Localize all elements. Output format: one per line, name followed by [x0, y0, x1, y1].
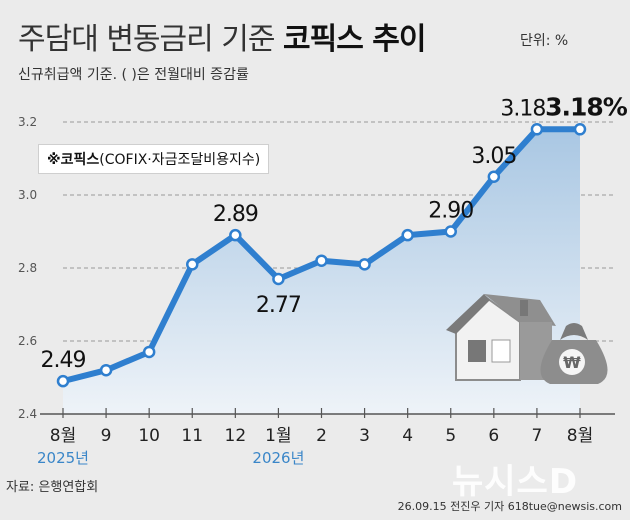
- x-axis-baseline: [40, 408, 615, 418]
- x-tick-label: 8월: [50, 426, 76, 446]
- legend-text: (COFIX·자금조달비용지수): [99, 152, 261, 168]
- y-tick-label: 2.4: [18, 407, 37, 421]
- data-label-5: 2.77: [256, 293, 301, 318]
- newsis-watermark: 뉴시스D: [452, 462, 579, 502]
- chart-subtitle: 신규취급액 기준. ( )은 전월대비 증감률: [18, 67, 249, 83]
- area-path: [63, 129, 580, 415]
- data-point-10: [487, 170, 501, 183]
- unit-label: 단위: %: [520, 33, 569, 49]
- data-point-5: [272, 272, 285, 286]
- data-label-0: 2.49: [41, 348, 86, 373]
- title-text: 주담대 변동금리 기준: [18, 22, 275, 57]
- x-tick-label: 3: [359, 426, 370, 446]
- title-strong: 코픽스 추이: [283, 22, 426, 57]
- y-tick-label: 2.8: [18, 261, 37, 275]
- source-label: 자료: 은행연합회: [6, 480, 99, 495]
- year-label: 2025년: [37, 449, 89, 467]
- x-tick-label: 9: [101, 426, 112, 446]
- year-labels: 2025년 2026년: [37, 449, 304, 467]
- data-label-4: 2.89: [213, 202, 258, 227]
- series-markers: [56, 123, 587, 388]
- data-point-7: [358, 258, 371, 271]
- x-tick-label: 4: [402, 426, 413, 446]
- y-tick-label: 2.6: [18, 334, 37, 348]
- data-label-9: 2.90: [428, 199, 473, 224]
- y-tick-label: 3.2: [18, 115, 37, 129]
- data-label-11: 3.18: [500, 96, 545, 121]
- data-point-8: [401, 228, 414, 242]
- data-point-12: [573, 123, 587, 136]
- x-tick-label: 7: [532, 426, 543, 446]
- chart-title: 주담대 변동금리 기준 코픽스 추이: [18, 14, 426, 58]
- x-tick-label: 2: [316, 426, 327, 446]
- won-coin-icon: [559, 349, 585, 375]
- y-tick-label: 3.0: [18, 188, 37, 202]
- area-fill: [63, 129, 580, 415]
- legend-mark: ※코픽스: [47, 152, 100, 168]
- x-tick-label: 11: [181, 426, 203, 446]
- x-tick-label: 12: [225, 426, 247, 446]
- data-point-0: [56, 374, 70, 388]
- data-point-6: [315, 254, 328, 267]
- x-tick-label: 10: [138, 426, 160, 446]
- data-point-1: [99, 363, 113, 377]
- data-point-4: [229, 228, 242, 242]
- x-tick-label: 5: [445, 426, 456, 446]
- year-label: 2026년: [252, 449, 304, 467]
- x-axis-ticks: 8월 9 10 11 12 1월 2 3 4 5 6 7 8월: [50, 426, 593, 446]
- data-point-9: [444, 225, 457, 238]
- chart-legend: ※코픽스(COFIX·자금조달비용지수): [38, 144, 270, 174]
- data-labels: 2.49 2.89 2.77 2.90 3.05 3.18 3.18%: [41, 92, 629, 373]
- data-point-3: [186, 258, 199, 271]
- x-tick-label: 6: [488, 426, 499, 446]
- x-tick-label: 8월: [567, 426, 593, 446]
- data-point-2: [142, 345, 156, 359]
- data-point-11: [530, 123, 544, 136]
- data-label-12: 3.18%: [545, 92, 628, 121]
- y-axis-ticks: 2.4 2.6 2.8 3.0 3.2: [18, 115, 37, 421]
- data-label-10: 3.05: [471, 144, 516, 169]
- house-money-illustration: ₩: [446, 294, 608, 384]
- credit-label: 26.09.15 전진우 기자 618tue@newsis.com: [397, 500, 622, 513]
- x-tick-label: 1월: [265, 426, 291, 446]
- svg-text:₩: ₩: [563, 353, 581, 372]
